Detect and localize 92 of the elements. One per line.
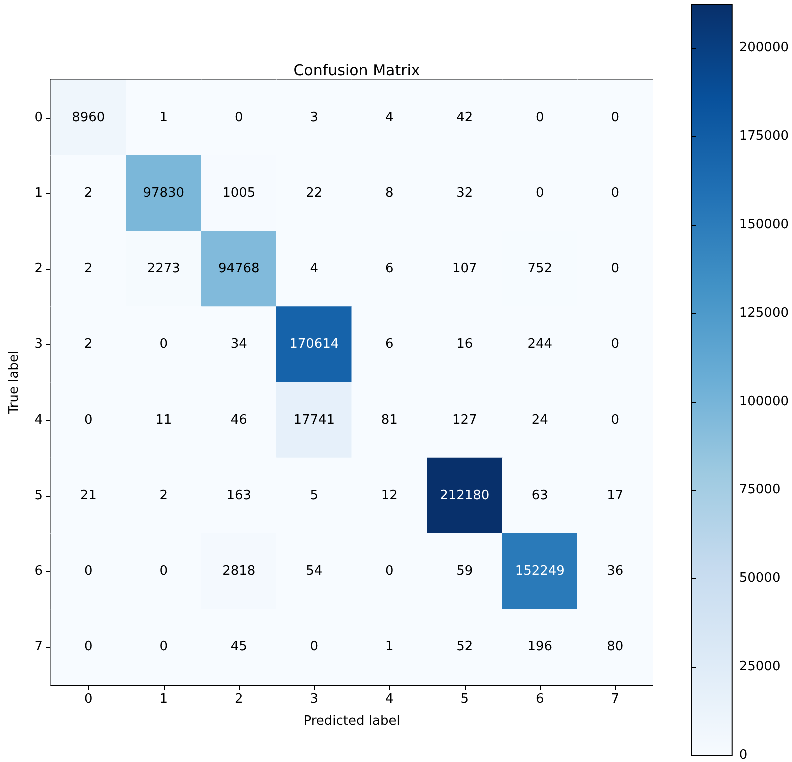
data-label: 107	[452, 262, 478, 277]
data-label: 212180	[440, 488, 490, 504]
data-label: 45	[230, 640, 248, 655]
data-label: 0	[536, 110, 544, 126]
data-label: 0	[160, 564, 168, 580]
color-bar-label: 200000	[739, 40, 790, 56]
data-label: 0	[611, 262, 620, 277]
data-label: 34	[230, 337, 248, 352]
data-label: 94768	[218, 262, 260, 277]
data-label: 2273	[147, 262, 180, 277]
data-label: 0	[160, 337, 168, 352]
x-tick-label: 2	[234, 692, 244, 707]
data-label: 5	[310, 488, 319, 504]
data-label: 196	[528, 640, 553, 655]
data-label: 97830	[143, 186, 185, 201]
x-tick-label: 7	[611, 692, 620, 707]
x-tick-label: 1	[160, 692, 168, 707]
data-label: 4	[385, 110, 394, 126]
data-label: 2	[160, 488, 168, 504]
chart-title: Confusion Matrix	[294, 62, 420, 80]
x-tick-label: 5	[460, 692, 470, 707]
color-bar-label: 25000	[739, 660, 781, 675]
data-label: 42	[456, 110, 474, 126]
y-tick-label: 6	[34, 564, 43, 580]
color-bar-label: 50000	[739, 571, 781, 586]
data-label: 0	[385, 564, 394, 580]
x-tick-label: 4	[385, 692, 394, 707]
data-label: 244	[528, 337, 553, 352]
y-tick-label: 5	[34, 488, 43, 504]
data-label: 1	[385, 640, 394, 655]
data-label: 8	[385, 186, 394, 201]
data-label: 32	[456, 186, 474, 201]
data-label: 170614	[290, 337, 340, 352]
color-bar-label: 175000	[739, 129, 790, 144]
y-tick-label: 3	[34, 337, 43, 352]
data-label: 163	[226, 488, 252, 504]
data-label: 8960	[72, 110, 106, 126]
x-tick-label: 3	[310, 692, 319, 707]
data-label: 0	[160, 640, 168, 655]
data-label: 0	[84, 640, 93, 655]
y-tick-label: 4	[34, 412, 43, 428]
data-label: 2	[84, 186, 93, 201]
data-label: 127	[452, 412, 478, 428]
data-label: 0	[84, 564, 93, 580]
data-label: 81	[381, 412, 398, 428]
y-tick-label: 7	[34, 640, 43, 655]
data-label: 0	[611, 186, 620, 201]
y-axis-title: True label	[7, 350, 22, 416]
data-label: 1005	[222, 186, 256, 201]
data-label: 59	[456, 564, 474, 580]
data-label: 63	[532, 488, 548, 504]
color-bar-label: 125000	[739, 306, 790, 321]
data-label: 0	[611, 412, 620, 428]
data-label: 24	[532, 412, 548, 428]
data-label: 80	[607, 640, 624, 655]
data-label: 752	[528, 262, 553, 277]
y-tick-label: 2	[34, 262, 43, 277]
data-label: 12	[381, 488, 398, 504]
data-label: 0	[84, 412, 93, 428]
y-tick-label: 1	[34, 186, 43, 201]
data-label: 11	[156, 412, 172, 428]
data-label: 36	[607, 564, 624, 580]
data-label: 2818	[222, 564, 256, 580]
data-label: 17	[607, 488, 624, 504]
data-label: 1	[160, 110, 168, 126]
x-axis-title: Predicted label	[304, 714, 400, 729]
data-label: 46	[230, 412, 248, 428]
data-label: 54	[306, 564, 323, 580]
data-label: 0	[536, 186, 544, 201]
x-tick-label: 0	[84, 692, 93, 707]
data-label: 2	[84, 262, 93, 277]
data-label: 6	[385, 262, 394, 277]
data-label: 17741	[294, 412, 336, 428]
data-label: 16	[456, 337, 474, 352]
x-tick-label: 6	[536, 692, 544, 707]
data-label: 2	[84, 337, 93, 352]
data-label: 4	[310, 262, 319, 277]
data-label: 22	[306, 186, 323, 201]
data-label: 0	[234, 110, 244, 126]
data-label: 0	[611, 110, 620, 126]
color-bar-label: 100000	[739, 394, 790, 410]
data-label: 0	[611, 337, 620, 352]
data-label: 21	[80, 488, 97, 504]
data-label: 3	[310, 110, 319, 126]
color-bar-label: 75000	[739, 482, 781, 498]
data-label: 0	[310, 640, 319, 655]
data-label: 52	[456, 640, 474, 655]
data-label: 152249	[515, 564, 565, 580]
color-bar-label: 0	[739, 748, 748, 762]
y-tick-label: 0	[34, 110, 43, 126]
data-label: 6	[385, 337, 394, 352]
color-bar-label: 150000	[739, 217, 790, 232]
